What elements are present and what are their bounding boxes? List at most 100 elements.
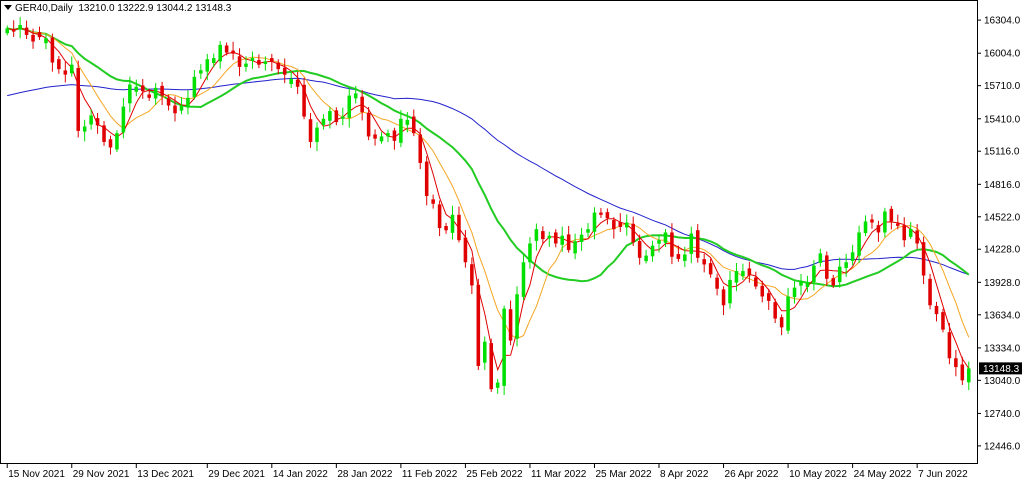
- y-tick-label: 16004.0: [984, 49, 1021, 60]
- candle: [160, 81, 164, 106]
- candle-body: [915, 230, 919, 244]
- candle-body: [818, 253, 823, 263]
- candle-body: [863, 221, 868, 234]
- price-axis: 16304.0 16004.0 15710.0 15410.0 15116.0 14816…: [977, 16, 1021, 452]
- candle: [805, 275, 810, 293]
- candle-body: [418, 134, 423, 163]
- candle-body: [89, 115, 93, 125]
- candle-body: [69, 64, 74, 74]
- candle-body: [102, 125, 106, 142]
- candle-body: [799, 281, 803, 286]
- candle: [308, 113, 313, 148]
- candle-body: [599, 212, 603, 215]
- candle-body: [883, 211, 887, 233]
- candle: [695, 224, 700, 263]
- candle: [670, 223, 674, 265]
- candle: [786, 287, 790, 334]
- candle: [276, 59, 281, 75]
- x-tick-label: 29 Dec 2021: [208, 469, 265, 480]
- candle: [95, 112, 100, 134]
- candle: [431, 194, 435, 209]
- candle-body: [321, 118, 326, 125]
- y-tick-label: 14816.0: [984, 180, 1021, 191]
- candle-body: [282, 67, 287, 75]
- candle-body: [541, 231, 545, 240]
- candle: [702, 253, 706, 273]
- candle-body: [754, 277, 758, 287]
- candle-body: [11, 28, 16, 32]
- candle-body: [431, 199, 435, 204]
- y-tick-label: 14522.0: [984, 212, 1021, 223]
- candle-body: [605, 212, 610, 219]
- candle-body: [166, 98, 171, 106]
- candle-body: [437, 204, 442, 229]
- candle: [360, 90, 364, 121]
- candle-body: [708, 263, 713, 275]
- candle: [63, 61, 68, 83]
- candle-body: [237, 56, 242, 67]
- candle: [353, 85, 358, 104]
- candle-body: [199, 70, 203, 74]
- y-tick-label: 13634.0: [984, 310, 1021, 321]
- candle: [683, 246, 687, 267]
- candle: [857, 225, 861, 264]
- candle-body: [857, 232, 861, 256]
- candle: [541, 226, 545, 245]
- candle-body: [560, 235, 564, 245]
- candle-body: [850, 252, 855, 261]
- candle: [534, 223, 539, 251]
- candle-body: [457, 214, 461, 241]
- candle: [644, 249, 648, 264]
- candle-body: [592, 212, 597, 232]
- candle-body: [844, 262, 848, 268]
- candle: [837, 257, 842, 288]
- y-tick-label: 15410.0: [984, 114, 1021, 125]
- candle-body: [50, 37, 55, 63]
- candle-body: [444, 226, 448, 231]
- candle: [889, 205, 894, 230]
- candle: [405, 112, 410, 133]
- x-tick-label: 11 Mar 2022: [531, 469, 587, 480]
- candle: [5, 25, 10, 36]
- candle-body: [224, 45, 229, 53]
- candle: [44, 33, 48, 50]
- candle: [844, 253, 848, 277]
- x-tick-label: 29 Nov 2021: [73, 469, 130, 480]
- candle-body: [147, 94, 151, 98]
- candle-body: [547, 235, 552, 239]
- candle-body: [218, 44, 222, 62]
- candle: [547, 231, 552, 247]
- candle-body: [960, 364, 965, 381]
- candle-body: [160, 85, 164, 96]
- candle: [896, 214, 900, 230]
- candle-body: [334, 110, 339, 123]
- y-tick-label: 13928.0: [984, 278, 1021, 289]
- candle-body: [44, 38, 48, 44]
- candle: [334, 107, 339, 126]
- candle-body: [902, 225, 907, 241]
- candle: [153, 83, 158, 105]
- candle: [328, 107, 332, 129]
- candle-body: [179, 105, 184, 111]
- candle: [831, 274, 836, 288]
- candle-body: [579, 234, 584, 242]
- candle-body: [908, 229, 913, 237]
- x-tick-label: 8 Apr 2022: [660, 469, 709, 480]
- candle: [89, 109, 93, 130]
- candle: [760, 280, 765, 303]
- candle-body: [644, 255, 648, 262]
- candle: [631, 216, 635, 247]
- candle: [876, 220, 881, 242]
- candle: [902, 217, 907, 247]
- candle-body: [812, 265, 816, 283]
- candle-body: [24, 27, 29, 35]
- y-tick-label: 13334.0: [984, 343, 1021, 354]
- candle-body: [205, 59, 210, 72]
- candle-body: [399, 118, 403, 143]
- candle-body: [553, 232, 558, 244]
- candle-body: [95, 118, 100, 126]
- dropdown-triangle-icon[interactable]: [4, 5, 12, 10]
- candle-body: [31, 34, 35, 42]
- candle-body: [379, 136, 384, 142]
